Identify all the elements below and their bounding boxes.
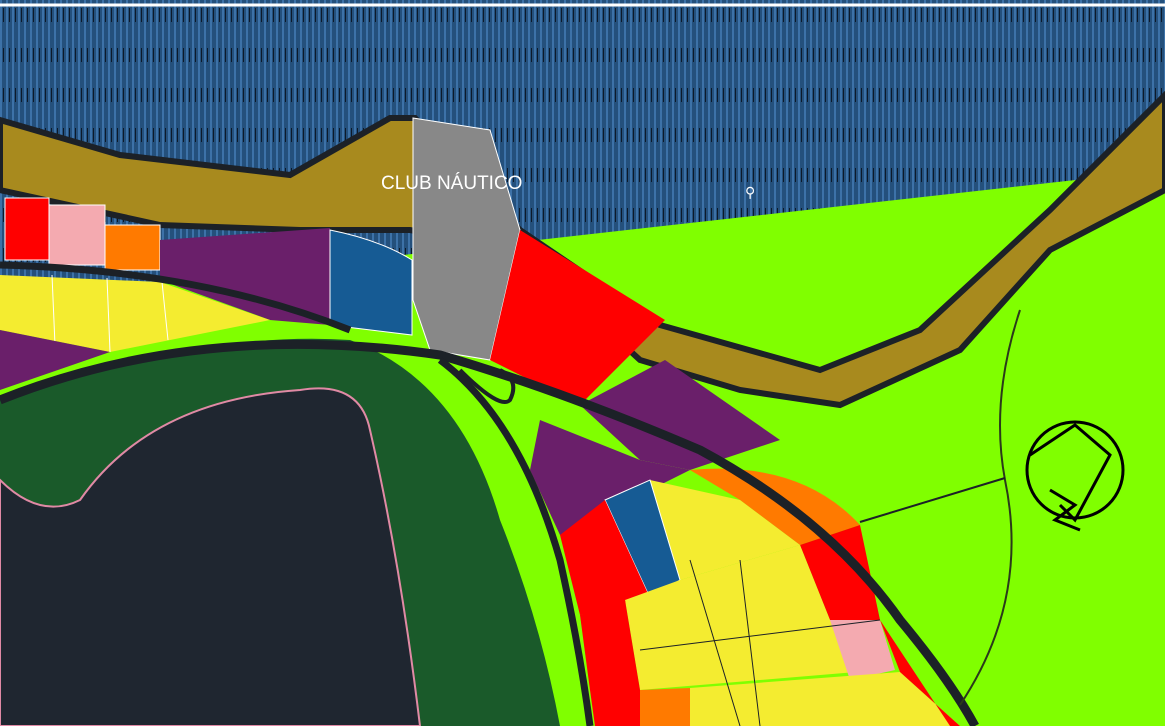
parcel [640, 688, 690, 726]
parcel [800, 525, 880, 620]
red-block [490, 230, 665, 405]
loop-road [458, 368, 516, 404]
club-nautico-label: CLUB NÁUTICO [381, 173, 523, 194]
parcel [0, 275, 270, 352]
parcel [48, 204, 106, 266]
parcel [830, 620, 895, 680]
ring-road [0, 261, 352, 334]
parcel [160, 228, 330, 325]
parcel [580, 360, 780, 470]
parcel [104, 224, 161, 271]
parcel [560, 500, 650, 615]
parcel [580, 600, 640, 690]
sea-symbol: ⚲ [745, 185, 755, 201]
north-arrow-icon [1025, 420, 1125, 532]
parcel [625, 545, 880, 690]
parcel [650, 480, 800, 580]
lake [0, 387, 422, 726]
beach-strip [0, 90, 1165, 409]
parcel [4, 197, 50, 261]
parcel [590, 690, 640, 726]
parcel [530, 420, 690, 535]
parcel [690, 672, 960, 726]
parcel [0, 330, 110, 390]
park-path [959, 309, 1021, 706]
parcel [329, 229, 413, 336]
main-road [0, 339, 979, 726]
inner-road [437, 357, 594, 726]
